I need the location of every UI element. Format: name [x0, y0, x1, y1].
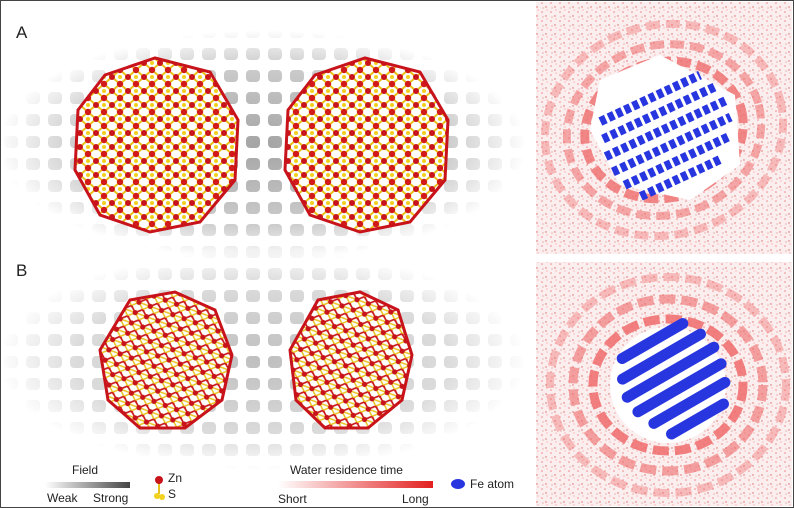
fe-icon: [451, 479, 465, 489]
legend-label: Fe atom: [470, 477, 514, 491]
nanoparticle: [75, 58, 238, 232]
legend-label: S: [168, 487, 176, 501]
legend-label: Strong: [93, 491, 128, 505]
field-gradient: [45, 482, 130, 488]
residence-gradient: [278, 481, 433, 488]
legend-title: Water residence time: [290, 463, 403, 477]
legend-label: Zn: [168, 471, 182, 485]
panel-label: B: [16, 261, 27, 280]
field-halo: [0, 250, 530, 470]
residence-map-a: [521, 0, 794, 262]
nanoparticle: [285, 58, 448, 232]
panel-label: A: [16, 23, 28, 42]
legend-label: Short: [278, 492, 307, 506]
residence-map-b: [536, 262, 792, 506]
legend-label: Long: [402, 492, 429, 506]
legend-label: Weak: [47, 491, 78, 505]
figure: A B Field Weak Strong Zn S Water residen…: [0, 0, 794, 508]
legend-title: Field: [72, 463, 98, 477]
